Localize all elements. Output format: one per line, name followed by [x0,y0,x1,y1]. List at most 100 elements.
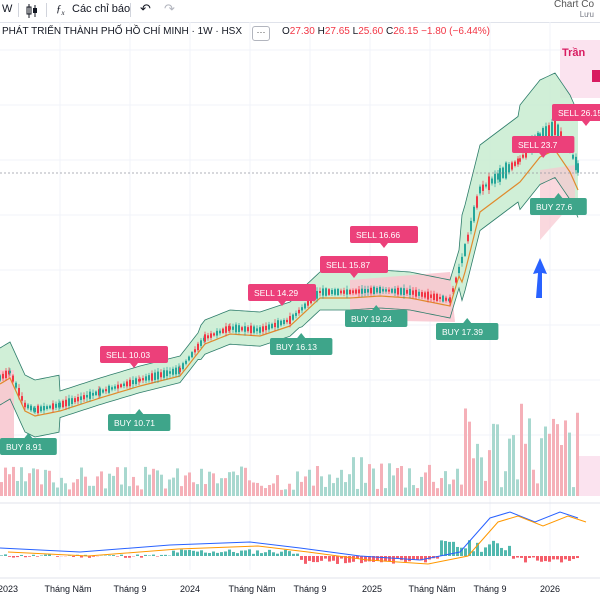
macd-histogram-bar [516,556,519,558]
candle-body [455,277,457,283]
signal-label-pointer [380,243,388,248]
candle-body [30,405,32,411]
candle-body [12,375,14,382]
indicators-button[interactable]: Các chỉ báo [72,3,131,15]
fx-icon[interactable]: ƒx [56,3,65,18]
volume-bar [116,467,119,496]
candle-body [111,387,113,390]
macd-histogram-bar [148,555,151,556]
candle-style-icon[interactable] [26,4,38,18]
macd-histogram-bar [204,552,207,556]
volume-bar [16,480,19,496]
candle-body [331,289,333,295]
macd-histogram-bar [496,543,499,556]
macd-histogram-bar [16,556,19,558]
volume-bar [264,488,267,496]
candle-body [120,384,122,388]
volume-bar [288,483,291,496]
candle-body [340,290,342,294]
candle-body [577,163,579,173]
candle-body [452,288,454,292]
bollinger-upper-line [0,72,579,392]
macd-histogram-bar [572,556,575,560]
candle-body [86,394,88,398]
macd-histogram-bar [56,556,59,557]
volume-bar [164,488,167,496]
macd-histogram-bar [344,556,347,564]
signal-label-pointer [24,433,33,438]
candle-body [554,120,556,136]
highlight-box [578,456,600,496]
volume-bar [104,488,107,496]
candle-body [430,294,432,298]
candle-body [519,158,521,162]
volume-bar [444,471,447,496]
volume-bar [316,466,319,496]
macd-histogram-bar [476,542,479,556]
brand-block: Chart Co Lưu [554,0,594,20]
signal-label-pointer [372,305,381,310]
candle-body [229,326,231,330]
macd-histogram-bar [348,556,351,563]
candle-body [517,158,519,165]
candle-body [511,162,513,170]
volume-bar [40,484,43,496]
signal-label-text: SELL 23.7 [518,140,558,150]
volume-bar [532,469,535,496]
volume-bar [276,475,279,496]
volume-bar [368,464,371,496]
macd-histogram-bar [564,556,567,560]
candle-body [151,373,153,381]
save-label[interactable]: Lưu [579,10,594,19]
candle-body [358,289,360,294]
candle-body [247,327,249,332]
time-axis-label: 2025 [362,584,382,594]
candle-body [286,319,288,323]
macd-histogram-bar [128,556,131,558]
macd-histogram-bar [284,549,287,556]
macd-histogram-bar [20,554,23,556]
macd-histogram-bar [480,551,483,556]
candle-body [497,173,499,180]
macd-histogram-bar [364,556,367,562]
volume-bar [344,482,347,496]
open-label: O [282,26,290,37]
macd-signal-line [7,515,587,565]
volume-bar [4,467,7,496]
undo-icon[interactable]: ↶ [140,1,151,16]
volume-bar [72,482,75,496]
candle-body [163,370,165,378]
candle-body [334,289,336,295]
interval-button[interactable]: W [2,3,13,15]
candle-body [382,288,384,292]
macd-histogram-bar [216,552,219,556]
macd-histogram-bar [240,550,243,556]
candle-body [298,309,300,314]
macd-histogram-bar [152,554,155,556]
redo-icon[interactable]: ↷ [164,1,175,16]
volume-bar [96,476,99,496]
candle-body [157,371,159,380]
macd-histogram-bar [380,556,383,563]
signal-label-text: BUY 10.71 [114,418,155,428]
macd-histogram-bar [4,554,7,556]
macd-histogram-bar [508,545,511,556]
symbol-title[interactable]: PHÁT TRIỂN THÀNH PHỐ HỒ CHÍ MINH · 1W · … [2,26,243,37]
macd-histogram-bar [108,555,111,556]
symbol-options-button[interactable]: ⋯ [252,26,270,41]
candle-body [442,295,444,302]
macd-histogram-bar [356,556,359,559]
candle-body [427,291,429,300]
signal-label-text: BUY 27.6 [536,202,573,212]
volume-bar [24,481,27,496]
candle-body [400,288,402,295]
macd-histogram-bar [112,555,115,556]
candle-body [406,289,408,294]
toolbar-divider [18,3,19,17]
macd-histogram-bar [536,556,539,561]
macd-histogram-bar [288,551,291,556]
overlay-marker [592,70,600,82]
candle-body [485,184,487,187]
macd-histogram-bar [336,556,339,564]
